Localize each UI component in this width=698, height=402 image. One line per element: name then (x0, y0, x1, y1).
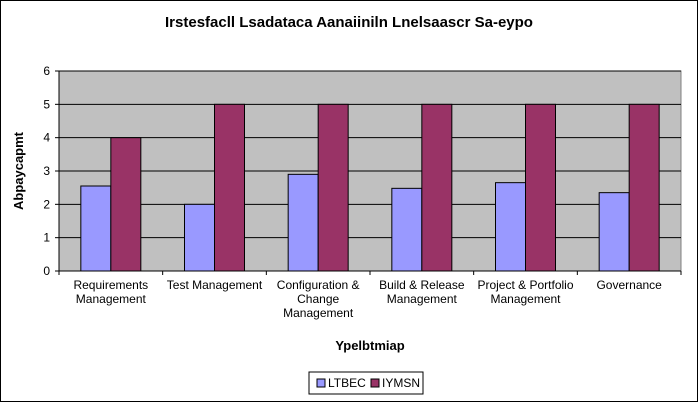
bar-iymsn-4 (421, 103, 453, 272)
bar-ltbec-2 (184, 203, 215, 272)
y-axis-title: Abpaycapmt (11, 131, 26, 210)
y-tick-label: 2 (43, 197, 50, 211)
bar-ltbec-4 (391, 187, 423, 272)
bar-ltbec-1 (80, 185, 112, 272)
y-tick-label: 6 (43, 64, 50, 78)
y-tick-label: 1 (43, 231, 50, 245)
x-category-label: Project & Portfolio Management (477, 278, 573, 306)
y-tick-label: 5 (43, 97, 50, 111)
x-category-label: Governance (596, 278, 662, 292)
legend (308, 371, 424, 395)
x-category-label: Requirements Management (73, 278, 148, 306)
bar-ltbec-3 (287, 173, 319, 272)
legend-swatch-iymsn (370, 378, 380, 388)
x-category-label: Configuration & Change Management (277, 278, 360, 320)
x-category-label: Build & Release Management (379, 278, 465, 306)
bar-ltbec-5 (495, 182, 526, 272)
bar-iymsn-1 (110, 137, 142, 272)
x-category-label: Test Management (167, 278, 263, 292)
chart-title: Irstesfacll Lsadataca Aanaiiniln Lnelsaa… (165, 14, 533, 31)
bar-iymsn-5 (525, 103, 556, 272)
bar-iymsn-2 (214, 103, 245, 272)
legend-label-iymsn: IYMSN (382, 376, 420, 390)
x-axis-title: Ypelbtmiap (335, 338, 404, 353)
y-tick-label: 3 (43, 164, 50, 178)
bar-iymsn-3 (317, 103, 349, 272)
y-tick-label: 4 (43, 131, 50, 145)
bar-iymsn-6 (628, 103, 660, 272)
y-tick-label: 0 (43, 264, 50, 278)
bar-ltbec-6 (598, 192, 630, 272)
legend-label-ltbec: LTBEC (328, 376, 366, 390)
legend-swatch-ltbec (316, 378, 326, 388)
